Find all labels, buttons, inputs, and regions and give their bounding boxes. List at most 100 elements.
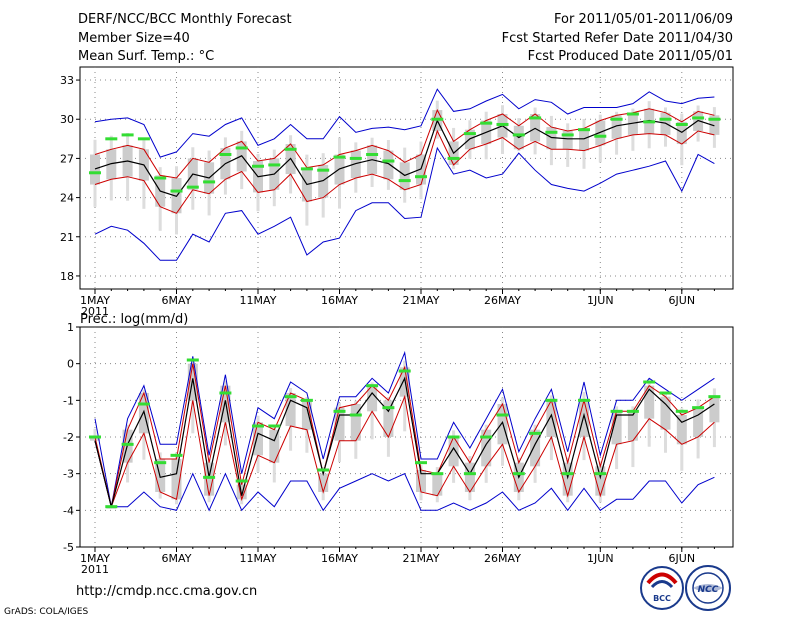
spread-box <box>562 130 573 150</box>
observed-marker <box>643 380 656 384</box>
spread-box <box>318 473 329 492</box>
x-tick-label: 6JUN <box>669 294 696 307</box>
spread-box <box>220 385 231 423</box>
observed-marker <box>137 402 150 406</box>
spread-box <box>579 128 589 151</box>
observed-marker <box>121 133 134 137</box>
y-tick-label: 1 <box>67 321 74 334</box>
plot-frame <box>79 66 734 290</box>
bcc-logo-text: BCC <box>653 594 671 603</box>
spread-box <box>611 115 622 139</box>
spread-box <box>269 429 280 463</box>
ncc-logo: NCC <box>685 565 731 611</box>
spread-box <box>464 462 475 492</box>
spread-box <box>204 462 215 496</box>
header-title: DERF/NCC/BCC Monthly Forecast <box>78 12 292 27</box>
observed-marker <box>268 424 281 428</box>
y-tick-label: -1 <box>63 394 74 407</box>
spread-box <box>530 429 541 467</box>
observed-marker <box>708 395 721 399</box>
observed-marker <box>692 406 705 410</box>
observed-marker <box>154 176 167 180</box>
observed-marker <box>268 163 281 167</box>
observed-marker <box>463 132 476 136</box>
spread-box <box>595 120 606 146</box>
x-tick-label: 21MAY <box>403 552 440 565</box>
spread-box <box>481 429 492 467</box>
series-line-min <box>94 440 715 512</box>
series-line-mean <box>94 118 715 198</box>
spread-box <box>285 393 296 426</box>
y-tick-label: 0 <box>67 358 74 371</box>
series-line-min <box>94 146 715 261</box>
series-line-mean_plus_std <box>94 108 715 179</box>
series-line-max <box>94 88 715 158</box>
observed-marker <box>137 137 150 141</box>
y-tick-label: -5 <box>63 541 74 554</box>
observed-marker <box>300 167 313 171</box>
x-tick-year: 2011 <box>81 305 109 318</box>
spread-box <box>106 149 117 180</box>
spread-box <box>611 411 622 445</box>
spread-box <box>90 154 100 185</box>
observed-marker <box>398 179 411 183</box>
x-tick-label: 26MAY <box>484 294 521 307</box>
y-tick-label: -2 <box>63 431 74 444</box>
observed-marker <box>415 461 427 465</box>
precip-panel-title: Prec.: log(mm/d) <box>80 312 188 327</box>
observed-marker <box>415 175 427 179</box>
observed-marker <box>333 409 346 413</box>
header-start-date: Fcst Started Refer Date 2011/04/30 <box>502 31 733 46</box>
x-tick-label: 6JUN <box>669 552 696 565</box>
observed-marker <box>317 468 330 472</box>
observed-marker <box>692 116 705 120</box>
footer-url[interactable]: http://cmdp.ncc.cma.gov.cn <box>76 584 257 599</box>
spread-box <box>399 367 410 397</box>
observed-marker <box>349 413 362 417</box>
observed-marker <box>594 472 607 476</box>
x-tick-label: 1JUN <box>587 552 614 565</box>
spread-box <box>171 459 182 500</box>
spread-box <box>676 415 687 445</box>
observed-marker <box>170 453 183 457</box>
spread-box <box>350 404 361 441</box>
observed-marker <box>398 369 411 373</box>
header-member-size: Member Size=40 <box>78 31 190 46</box>
observed-marker <box>480 435 493 439</box>
observed-marker <box>431 117 444 121</box>
observed-marker <box>105 137 118 141</box>
x-tick-label: 1MAY <box>80 552 110 565</box>
x-tick-label: 6MAY <box>162 552 192 565</box>
observed-marker <box>643 120 656 124</box>
observed-marker <box>610 409 623 413</box>
header-variable: Mean Surf. Temp.: °C <box>78 49 214 64</box>
observed-marker <box>203 475 216 479</box>
spread-box <box>416 470 426 492</box>
series-line-mean <box>94 376 715 507</box>
series-line-mean_minus_std <box>94 394 715 509</box>
spread-box <box>660 396 671 430</box>
spread-box <box>546 400 557 437</box>
observed-marker <box>512 472 525 476</box>
observed-marker <box>463 472 476 476</box>
observed-marker <box>610 117 623 121</box>
x-tick-label: 11MAY <box>240 552 277 565</box>
y-tick-label: -3 <box>63 468 74 481</box>
spread-box <box>693 407 704 437</box>
observed-marker <box>626 409 639 413</box>
observed-marker <box>578 398 590 402</box>
observed-marker <box>496 122 509 126</box>
spread-box <box>383 400 394 437</box>
observed-marker <box>545 130 558 134</box>
observed-marker <box>219 152 232 156</box>
y-tick-label: 33 <box>60 74 74 87</box>
y-tick-label: 24 <box>60 192 74 205</box>
observed-marker <box>529 116 542 120</box>
observed-marker <box>545 398 558 402</box>
observed-marker <box>284 147 297 151</box>
spread-box <box>627 411 638 441</box>
x-tick-year: 2011 <box>81 563 109 576</box>
